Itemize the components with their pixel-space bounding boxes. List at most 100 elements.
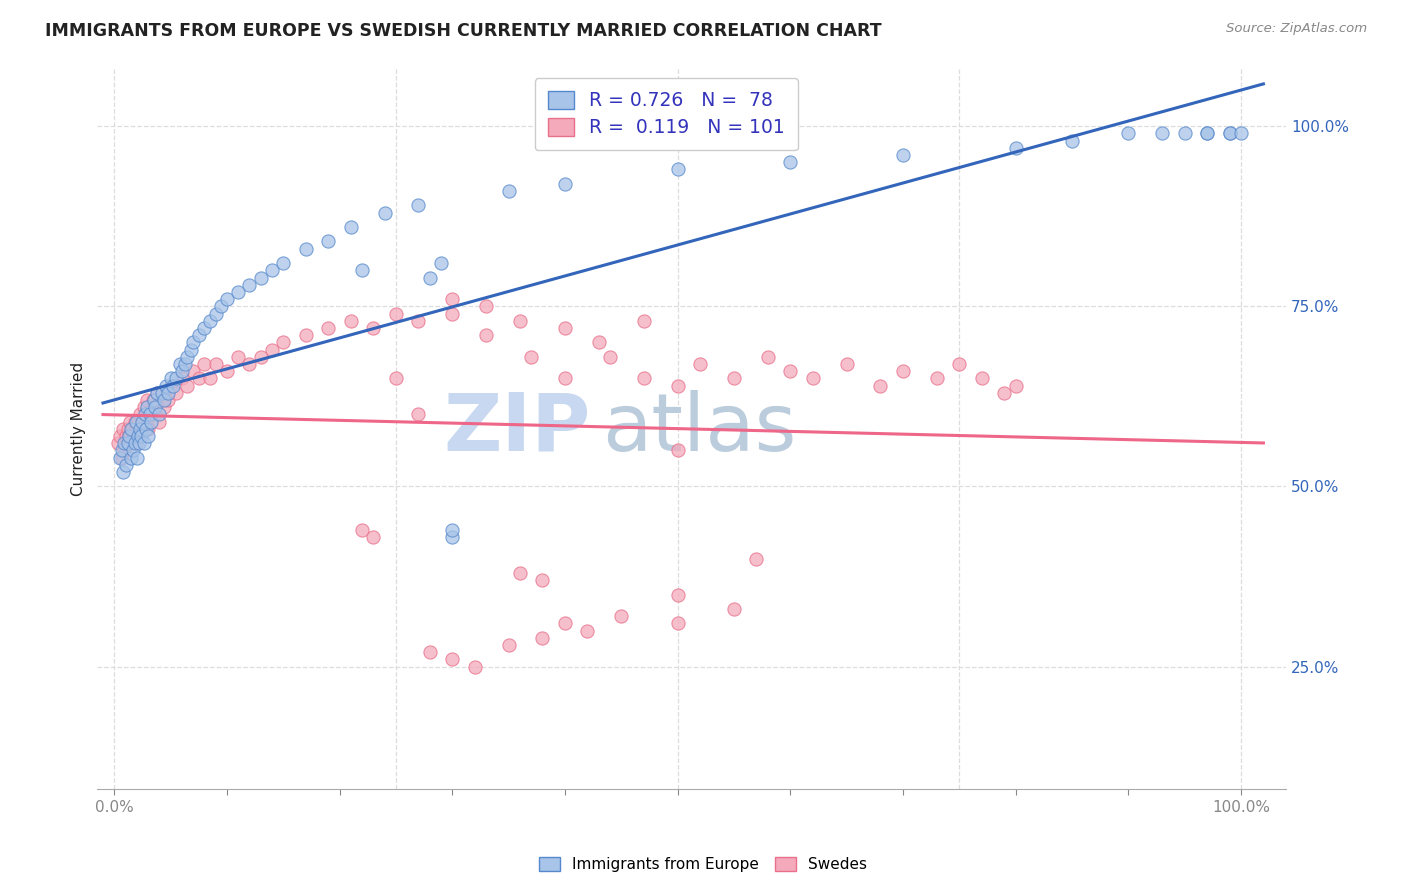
Point <box>249 270 271 285</box>
Point <box>150 392 173 407</box>
Point <box>1174 127 1197 141</box>
Point <box>174 357 197 371</box>
Point <box>135 422 157 436</box>
Point <box>363 321 385 335</box>
Point <box>176 350 198 364</box>
Point <box>419 645 441 659</box>
Point <box>666 378 689 392</box>
Point <box>294 242 316 256</box>
Point <box>128 436 150 450</box>
Point <box>125 436 148 450</box>
Point <box>576 624 599 638</box>
Point <box>115 436 138 450</box>
Point <box>187 371 209 385</box>
Point <box>745 551 768 566</box>
Point <box>117 422 139 436</box>
Legend: R = 0.726   N =  78, R =  0.119   N = 101: R = 0.726 N = 78, R = 0.119 N = 101 <box>534 78 797 151</box>
Point <box>135 392 157 407</box>
Point <box>124 422 146 436</box>
Point <box>165 371 187 385</box>
Text: Source: ZipAtlas.com: Source: ZipAtlas.com <box>1226 22 1367 36</box>
Point <box>170 371 193 385</box>
Point <box>238 357 260 371</box>
Point <box>204 357 226 371</box>
Point <box>970 371 993 385</box>
Point <box>226 285 249 299</box>
Point <box>128 429 150 443</box>
Point <box>146 385 169 400</box>
Point <box>993 385 1015 400</box>
Point <box>666 162 689 177</box>
Point <box>120 450 142 465</box>
Point <box>226 350 249 364</box>
Point <box>633 314 655 328</box>
Point <box>441 530 464 544</box>
Point <box>318 235 340 249</box>
Point <box>121 422 143 436</box>
Point <box>108 450 131 465</box>
Point <box>1230 127 1253 141</box>
Point <box>891 148 914 162</box>
Point <box>181 335 204 350</box>
Point <box>157 392 180 407</box>
Point <box>271 335 294 350</box>
Point <box>779 364 801 378</box>
Point <box>107 436 129 450</box>
Point <box>610 609 633 624</box>
Point <box>169 357 191 371</box>
Point <box>142 392 165 407</box>
Point <box>1150 127 1173 141</box>
Point <box>181 364 204 378</box>
Point <box>633 371 655 385</box>
Point <box>112 436 135 450</box>
Point <box>475 328 498 343</box>
Point <box>249 350 271 364</box>
Point <box>159 378 181 392</box>
Point <box>520 350 543 364</box>
Point <box>464 659 486 673</box>
Point <box>408 314 430 328</box>
Point <box>143 401 166 415</box>
Point <box>136 429 159 443</box>
Point <box>131 415 153 429</box>
Point <box>666 588 689 602</box>
Point <box>340 220 363 235</box>
Point <box>108 429 131 443</box>
Point <box>112 465 135 479</box>
Point <box>124 436 146 450</box>
Point <box>198 314 221 328</box>
Point <box>111 443 134 458</box>
Point <box>408 408 430 422</box>
Point <box>891 364 914 378</box>
Text: IMMIGRANTS FROM EUROPE VS SWEDISH CURRENTLY MARRIED CORRELATION CHART: IMMIGRANTS FROM EUROPE VS SWEDISH CURREN… <box>45 22 882 40</box>
Point <box>180 343 202 357</box>
Point <box>209 299 232 313</box>
Point <box>352 263 374 277</box>
Point <box>118 415 141 429</box>
Point <box>509 566 531 580</box>
Point <box>114 429 136 443</box>
Point <box>599 350 621 364</box>
Point <box>869 378 891 392</box>
Point <box>127 429 149 443</box>
Point <box>363 530 385 544</box>
Point <box>723 371 745 385</box>
Point <box>948 357 970 371</box>
Point <box>125 450 148 465</box>
Point <box>112 443 135 458</box>
Point <box>132 436 155 450</box>
Point <box>498 184 520 198</box>
Point <box>1219 127 1241 141</box>
Point <box>176 378 198 392</box>
Point <box>117 436 139 450</box>
Point <box>134 415 156 429</box>
Point <box>554 177 576 191</box>
Point <box>1004 141 1026 155</box>
Point <box>215 364 238 378</box>
Point <box>1197 127 1219 141</box>
Point <box>689 357 711 371</box>
Point <box>835 357 858 371</box>
Point <box>187 328 209 343</box>
Point <box>801 371 824 385</box>
Point <box>124 415 146 429</box>
